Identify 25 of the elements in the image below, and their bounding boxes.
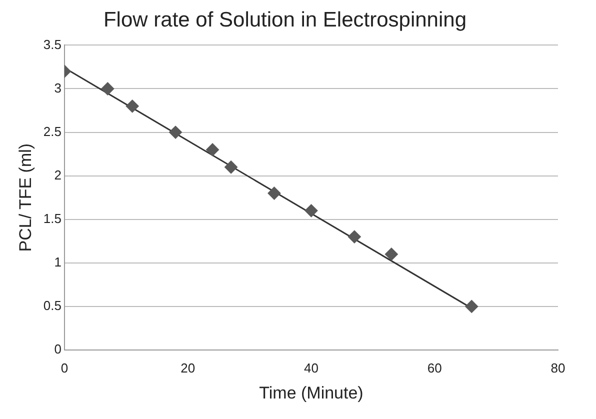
y-tick-label: 3 [54, 80, 62, 96]
point [169, 126, 182, 139]
point [304, 204, 318, 218]
x-axis-title: Time (Minute) [259, 383, 364, 402]
y-tick-label: 2 [54, 167, 62, 182]
y-tick-label: 1 [54, 254, 62, 270]
point [384, 248, 398, 261]
point [101, 82, 114, 96]
point [206, 143, 220, 156]
point [224, 160, 238, 174]
y-tick-label: 0 [54, 342, 62, 357]
y-tick-label: 3.5 [43, 36, 62, 52]
x-tick-label: 20 [180, 360, 196, 376]
point [268, 186, 281, 200]
point [465, 300, 478, 313]
chart-title: Flow rate of Solution in Electrospinning [103, 8, 467, 32]
x-tick-label: 80 [550, 360, 566, 376]
y-axis-title: PCL/ TFE (ml) [16, 143, 35, 252]
x-tick-label: 60 [427, 360, 442, 376]
point [126, 100, 139, 113]
y-tick-label: 0.5 [43, 298, 62, 314]
x-tick-label: 40 [304, 360, 318, 376]
y-tick-label: 2.5 [43, 124, 62, 139]
point [348, 230, 361, 244]
y-tick-label: 1.5 [43, 210, 62, 226]
